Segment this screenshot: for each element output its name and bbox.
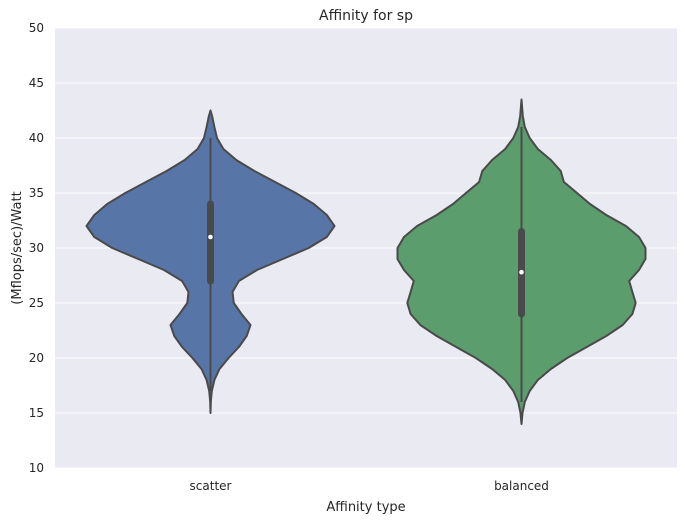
y-tick-label: 30 [29, 241, 44, 255]
y-tick-label: 25 [29, 296, 44, 310]
y-tick-label: 50 [29, 21, 44, 35]
y-tick-label: 15 [29, 406, 44, 420]
median-point-balanced [519, 269, 524, 275]
median-point-scatter [208, 234, 213, 240]
y-axis-label: (Mflops/sec)/Watt [10, 191, 25, 304]
y-tick-label: 10 [29, 461, 44, 475]
y-tick-label: 45 [29, 76, 44, 90]
x-tick-label: scatter [190, 479, 232, 493]
y-tick-label: 20 [29, 351, 44, 365]
plot-area: 10 15 20 25 30 35 40 45 50 scatter balanced [29, 21, 677, 493]
x-tick-label: balanced [494, 479, 549, 493]
y-tick-label: 35 [29, 186, 44, 200]
chart-title: Affinity for sp [319, 8, 413, 24]
x-axis-label: Affinity type [326, 500, 405, 515]
y-tick-label: 40 [29, 131, 44, 145]
